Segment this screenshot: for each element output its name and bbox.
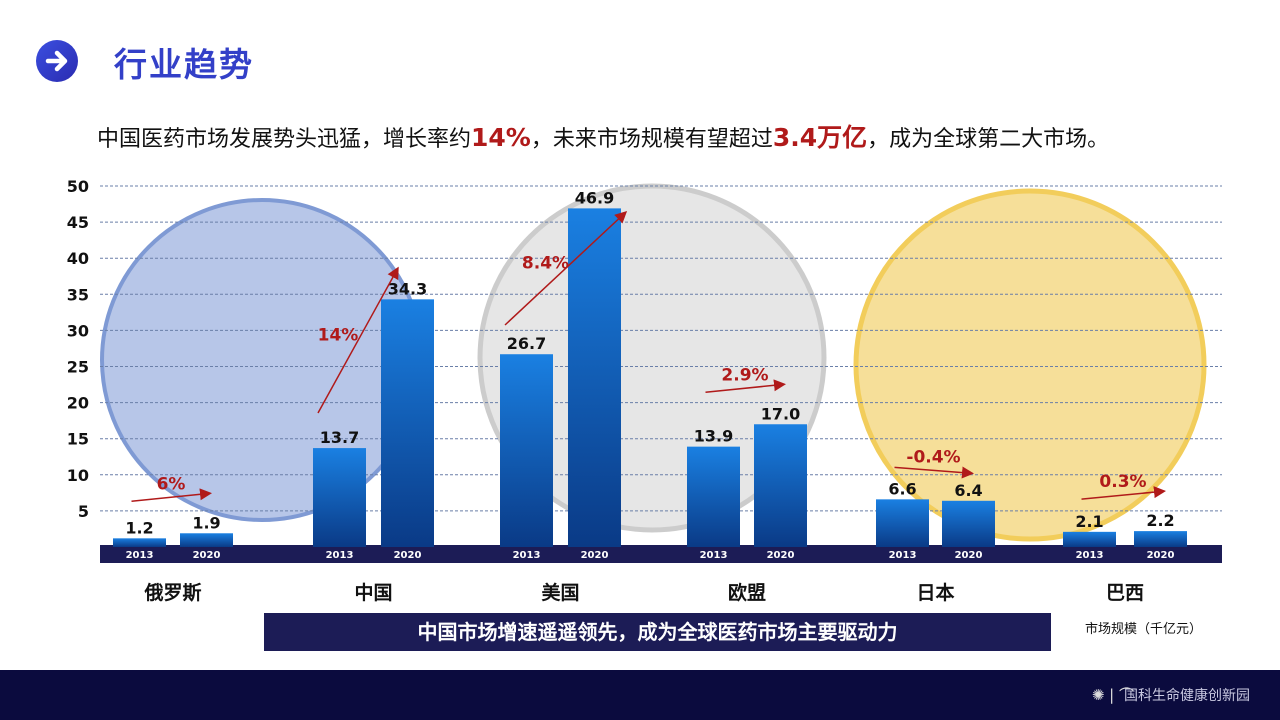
y-tick-label: 50 — [67, 177, 89, 196]
category-label: 巴西 — [1106, 582, 1144, 604]
year-label: 2013 — [126, 550, 154, 561]
growth-label: 0.3% — [1099, 472, 1146, 492]
bar-俄罗斯-2020 — [180, 533, 233, 547]
year-label: 2013 — [1076, 550, 1104, 561]
category-label: 美国 — [541, 581, 579, 604]
growth-label: 2.9% — [721, 365, 768, 385]
category-label: 日本 — [916, 581, 954, 604]
footer: ✺ | ⌒ 国科生命健康创新园 — [0, 670, 1280, 720]
year-label: 2020 — [955, 550, 983, 561]
year-label: 2013 — [513, 550, 541, 561]
growth-label: -0.4% — [906, 447, 960, 467]
data-label: 6.6 — [888, 479, 916, 498]
y-tick-label: 10 — [67, 466, 89, 485]
y-tick-label: 20 — [67, 394, 89, 413]
data-label: 26.7 — [507, 334, 546, 353]
data-label: 1.9 — [192, 513, 220, 532]
year-label: 2020 — [193, 550, 221, 561]
year-label: 2020 — [1147, 550, 1175, 561]
data-label: 1.2 — [125, 518, 153, 537]
data-label: 13.7 — [320, 428, 359, 447]
year-label: 2020 — [581, 550, 609, 561]
growth-arrow — [705, 379, 786, 394]
footer-text: 国科生命健康创新园 — [1124, 688, 1250, 704]
data-label: 2.2 — [1146, 511, 1174, 530]
year-label: 2020 — [767, 550, 795, 561]
x-axis-band — [100, 545, 1222, 563]
unit-label: 市场规模（千亿元） — [1085, 622, 1203, 637]
arrow-right-circle-icon — [36, 40, 78, 82]
y-tick-label: 15 — [67, 430, 89, 449]
data-label: 13.9 — [694, 427, 733, 446]
growth-arrow — [1081, 486, 1166, 500]
bar-中国-2013 — [313, 448, 366, 547]
y-tick-label: 5 — [78, 502, 89, 521]
year-label: 2013 — [700, 550, 728, 561]
year-label: 2013 — [326, 550, 354, 561]
y-tick-label: 40 — [67, 249, 89, 268]
y-tick-label: 35 — [67, 285, 89, 304]
category-label: 俄罗斯 — [143, 581, 201, 604]
growth-label: 14% — [318, 326, 359, 346]
growth-arrow — [894, 466, 974, 479]
page-title: 行业趋势 — [114, 45, 254, 84]
globe-asia — [100, 198, 424, 522]
bar-日本-2020 — [942, 500, 995, 547]
data-label: 34.3 — [388, 279, 427, 298]
conclusion-banner: 中国市场增速遥遥领先，成为全球医药市场主要驱动力 — [264, 613, 1051, 651]
bar-中国-2020 — [381, 299, 434, 547]
bar-日本-2013 — [876, 499, 929, 547]
year-label: 2020 — [394, 550, 422, 561]
bar-美国-2020 — [568, 208, 621, 547]
year-label: 2013 — [889, 550, 917, 561]
bar-欧盟-2020 — [754, 424, 807, 547]
y-tick-label: 45 — [67, 213, 89, 232]
y-tick-label: 25 — [67, 358, 89, 377]
bar-巴西-2020 — [1134, 531, 1187, 547]
category-label: 欧盟 — [728, 581, 766, 604]
category-label: 中国 — [354, 581, 392, 604]
growth-arrow — [131, 488, 212, 503]
growth-label: 6% — [157, 474, 186, 494]
logo-icon: ✺ | ⌒ — [1091, 686, 1134, 704]
data-label: 2.1 — [1075, 512, 1103, 531]
data-label: 46.9 — [575, 188, 614, 207]
bar-美国-2013 — [500, 354, 553, 547]
subtitle: 中国医药市场发展势头迅猛，增长率约14%，未来市场规模有望超过3.4万亿，成为全… — [97, 123, 1110, 152]
data-label: 6.4 — [954, 481, 982, 500]
growth-arrow — [504, 210, 628, 326]
bar-欧盟-2013 — [687, 446, 740, 547]
globe-africa — [853, 188, 1207, 542]
growth-label: 8.4% — [522, 254, 569, 274]
data-label: 17.0 — [761, 404, 800, 423]
y-tick-label: 30 — [67, 321, 89, 340]
bar-俄罗斯-2013 — [113, 538, 166, 547]
growth-arrow — [317, 266, 399, 414]
bar-巴西-2013 — [1063, 531, 1116, 547]
